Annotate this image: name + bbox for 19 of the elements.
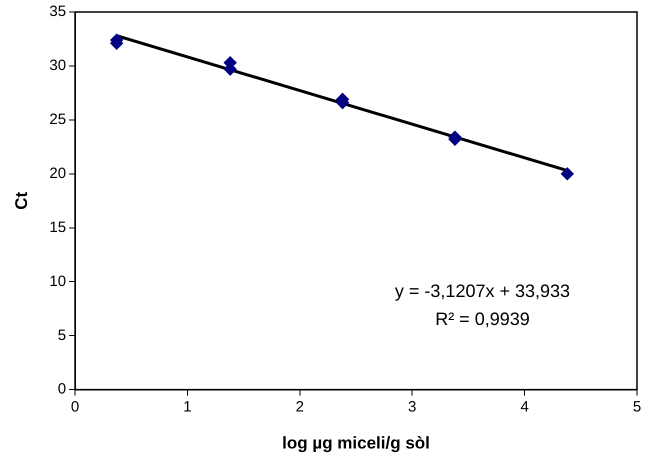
point xyxy=(560,167,574,180)
y-tick-label: 15 xyxy=(49,218,66,236)
x-tick-label: 2 xyxy=(296,398,304,416)
annotation: y = -3,1207x + 33,933 xyxy=(394,281,570,302)
y-tick-label: 10 xyxy=(49,272,66,290)
x-tick-label: 4 xyxy=(520,398,529,416)
x-tick-label: 1 xyxy=(183,398,192,416)
y-tick-label: 20 xyxy=(49,164,66,182)
y-tick-label: 5 xyxy=(58,326,66,344)
y-tick-label: 0 xyxy=(58,380,66,398)
x-axis-title: log µg miceli/g sòl xyxy=(282,433,430,452)
annotation: R² = 0,9939 xyxy=(435,309,530,330)
y-axis-title: Ct xyxy=(12,192,31,210)
y-tick-label: 35 xyxy=(49,3,66,20)
x-tick-label: 5 xyxy=(632,398,642,416)
y-tick-label: 25 xyxy=(49,111,66,128)
x-tick-label: 3 xyxy=(408,398,416,416)
x-tick-label: 0 xyxy=(70,398,80,416)
y-tick-label: 30 xyxy=(49,57,66,74)
